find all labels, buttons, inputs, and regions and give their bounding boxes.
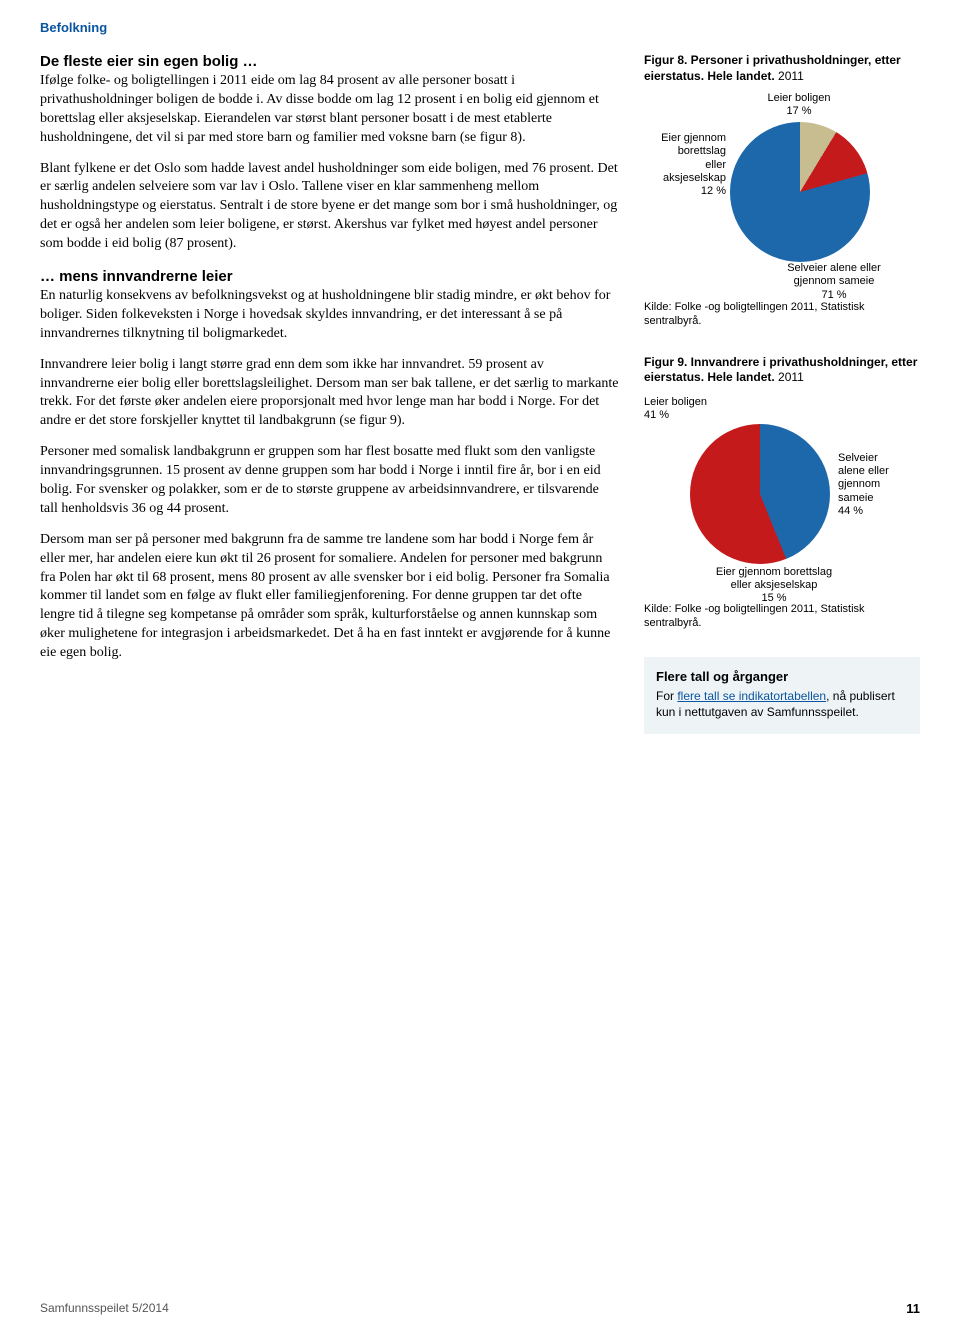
fig8-chart: Leier boligen17 % Eier gjennomborettslag…	[644, 94, 904, 294]
fig8-title-year: 2011	[775, 69, 804, 83]
paragraph-4: Innvandrere leier bolig i langt større g…	[40, 356, 620, 432]
category-label: Befolkning	[40, 20, 920, 35]
fig8-label-selveier: Selveier alene ellergjennom sameie71 %	[764, 262, 904, 302]
fig8-title: Figur 8. Personer i privathusholdninger,…	[644, 53, 920, 84]
footer-left: Samfunnsspeilet 5/2014	[40, 1301, 169, 1316]
fig8-label-leier: Leier boligen17 %	[754, 92, 844, 118]
fig8-title-bold: Figur 8. Personer i privathusholdninger,…	[644, 53, 901, 83]
sidebar-column: Figur 8. Personer i privathusholdninger,…	[644, 53, 920, 734]
fig8-source: Kilde: Folke -og boligtellingen 2011, St…	[644, 300, 920, 329]
fig9-label-selveier: Selveieralene ellergjennomsameie44 %	[838, 452, 908, 518]
fig9-pie	[690, 424, 830, 564]
sidebar-box-body: For flere tall se indikatortabellen, nå …	[656, 688, 908, 720]
paragraph-5: Personer med somalisk landbakgrunn er gr…	[40, 443, 620, 519]
fig8-pie	[730, 122, 870, 262]
fig9-chart: Leier boligen41 % Selveieralene ellergje…	[644, 396, 904, 596]
fig8-label-borettslag: Eier gjennomborettslagelleraksjeselskap1…	[640, 132, 726, 198]
page-number: 11	[906, 1301, 920, 1316]
sidebar-box: Flere tall og årganger For flere tall se…	[644, 657, 920, 734]
fig9-title: Figur 9. Innvandrere i privathusholdning…	[644, 355, 920, 386]
main-column: De fleste eier sin egen bolig … Ifølge f…	[40, 53, 620, 734]
paragraph-3: En naturlig konsekvens av befolkningsvek…	[40, 287, 620, 344]
two-column-layout: De fleste eier sin egen bolig … Ifølge f…	[40, 53, 920, 734]
heading-2: … mens innvandrerne leier	[40, 268, 620, 285]
paragraph-6: Dersom man ser på personer med bakgrunn …	[40, 531, 620, 663]
fig9-source: Kilde: Folke -og boligtellingen 2011, St…	[644, 602, 920, 631]
sidebar-box-link[interactable]: flere tall se indikatortabellen	[677, 689, 826, 703]
paragraph-1: Ifølge folke- og boligtellingen i 2011 e…	[40, 72, 620, 148]
fig9-label-leier: Leier boligen41 %	[644, 396, 734, 422]
paragraph-2: Blant fylkene er det Oslo som hadde lave…	[40, 160, 620, 254]
heading-1: De fleste eier sin egen bolig …	[40, 53, 620, 70]
page-footer: Samfunnsspeilet 5/2014 11	[40, 1301, 920, 1316]
sidebar-box-title: Flere tall og årganger	[656, 669, 908, 684]
fig9-label-borettslag: Eier gjennom borettslageller aksjeselska…	[694, 566, 854, 606]
sidebar-box-prefix: For	[656, 689, 677, 703]
fig9-title-year: 2011	[775, 370, 804, 384]
